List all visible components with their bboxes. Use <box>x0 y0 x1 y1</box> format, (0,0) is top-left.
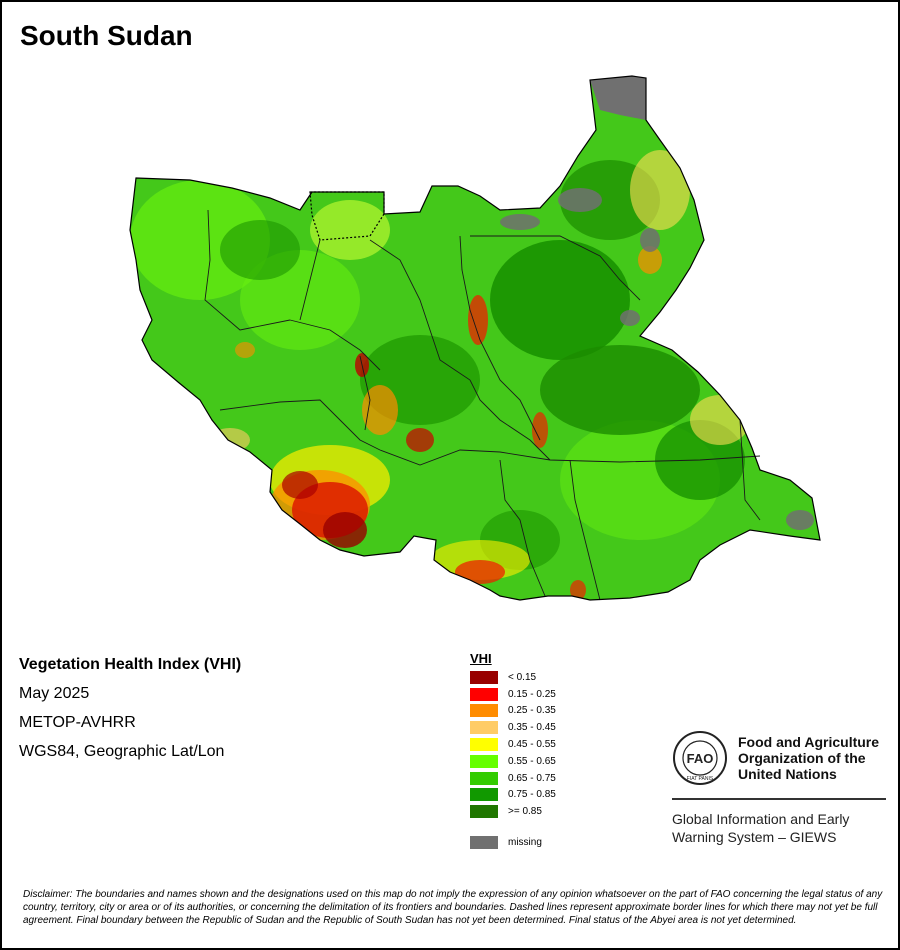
legend-item: 0.55 - 0.65 <box>470 753 556 770</box>
legend-item: 0.65 - 0.75 <box>470 770 556 787</box>
legend-swatch <box>470 687 498 701</box>
legend-swatch <box>470 721 498 735</box>
vhi-map <box>129 75 821 601</box>
fao-divider <box>672 798 886 800</box>
legend-item: 0.75 - 0.85 <box>470 787 556 804</box>
vhi-raster <box>130 76 820 600</box>
fao-name-line1: Food and Agriculture <box>738 734 880 750</box>
projection-label: WGS84, Geographic Lat/Lon <box>19 743 225 760</box>
fao-block: FAO FIAT PANIS Food and Agriculture Orga… <box>672 730 888 846</box>
disclaimer: Disclaimer: The boundaries and names sho… <box>23 889 883 926</box>
legend-swatch-missing <box>470 836 498 850</box>
giews-line2: Warning System – GIEWS <box>672 829 837 845</box>
legend-item: < 0.15 <box>470 669 556 686</box>
legend-swatch <box>470 788 498 802</box>
legend-label: 0.65 - 0.75 <box>508 772 556 784</box>
fao-logo-ring-text: FIAT PANIS <box>687 776 714 782</box>
legend-swatch <box>470 738 498 752</box>
legend-classes: < 0.15 0.15 - 0.25 0.25 - 0.35 0.35 - 0.45 0… <box>470 669 556 820</box>
state-boundaries <box>204 209 761 601</box>
legend-item: 0.15 - 0.25 <box>470 686 556 703</box>
legend-label-missing: missing <box>508 837 542 849</box>
legend-swatch <box>470 805 498 819</box>
legend-item: 0.35 - 0.45 <box>470 719 556 736</box>
fao-logo-icon: FAO FIAT PANIS <box>673 731 727 785</box>
fao-name-line2: Organization of the <box>738 750 866 766</box>
legend-item: 0.25 - 0.35 <box>470 703 556 720</box>
fao-name: Food and Agriculture Organization of the… <box>738 734 879 782</box>
date-label: May 2025 <box>19 685 90 702</box>
legend-label: 0.35 - 0.45 <box>508 722 556 734</box>
index-title: Vegetation Health Index (VHI) <box>19 656 242 673</box>
legend-label: 0.25 - 0.35 <box>508 705 556 717</box>
sensor-label: METOP-AVHRR <box>19 714 136 731</box>
legend-swatch <box>470 771 498 785</box>
legend-swatch <box>470 670 498 684</box>
giews-name: Global Information and Early Warning Sys… <box>672 810 888 846</box>
legend-label: < 0.15 <box>508 671 537 683</box>
map-title: South Sudan <box>20 20 193 51</box>
map-info: Vegetation Health Index (VHI) May 2025 M… <box>19 656 241 772</box>
legend-item: >= 0.85 <box>470 803 556 820</box>
legend-swatch <box>470 754 498 768</box>
legend: VHI < 0.15 0.15 - 0.25 0.25 - 0.35 0.35 - 0… <box>470 651 556 851</box>
legend-swatch <box>470 704 498 718</box>
fao-name-line3: United Nations <box>738 766 837 782</box>
legend-label: >= 0.85 <box>508 806 542 818</box>
legend-label: 0.75 - 0.85 <box>508 789 556 801</box>
legend-missing: missing <box>470 834 556 851</box>
giews-line1: Global Information and Early <box>672 811 850 827</box>
legend-title: VHI <box>470 651 492 666</box>
legend-label: 0.45 - 0.55 <box>508 739 556 751</box>
legend-item: 0.45 - 0.55 <box>470 736 556 753</box>
legend-label: 0.15 - 0.25 <box>508 688 556 700</box>
fao-logo-text: FAO <box>687 751 714 766</box>
legend-label: 0.55 - 0.65 <box>508 755 556 767</box>
